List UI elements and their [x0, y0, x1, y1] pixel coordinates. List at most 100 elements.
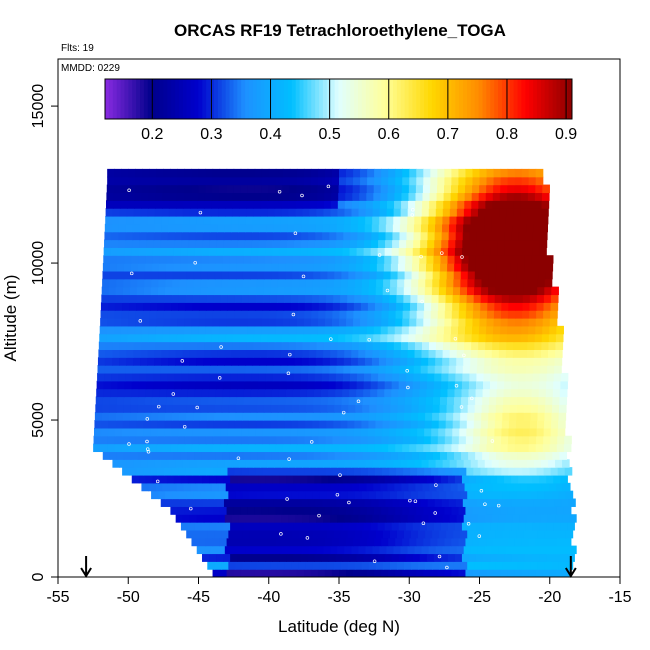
heatmap-cell [452, 294, 461, 303]
heatmap-cell [430, 318, 438, 327]
heatmap-cell [529, 294, 538, 303]
heatmap-cell [164, 467, 172, 476]
heatmap-cell [173, 263, 181, 272]
heatmap-cell [367, 569, 375, 577]
heatmap-cell [333, 561, 342, 570]
heatmap-cell [549, 318, 558, 327]
heatmap-cell [425, 396, 434, 405]
heatmap-cell [344, 349, 352, 358]
heatmap-cell [439, 412, 447, 421]
heatmap-cell [487, 420, 496, 429]
heatmap-cell [473, 420, 482, 429]
heatmap-cell [298, 278, 307, 288]
heatmap-cell [261, 318, 270, 327]
heatmap-cell [528, 176, 537, 186]
heatmap-cell [362, 278, 370, 288]
heatmap-cell [547, 357, 556, 366]
heatmap-cell [335, 372, 344, 382]
heatmap-cell [475, 247, 484, 256]
heatmap-cell [493, 443, 502, 453]
heatmap-cell [532, 553, 540, 562]
heatmap-cell [444, 569, 452, 577]
heatmap-cell [326, 278, 335, 288]
heatmap-cell [205, 184, 213, 194]
heatmap-cell [296, 537, 305, 547]
heatmap-cell [320, 263, 329, 272]
heatmap-cell [488, 529, 496, 539]
heatmap-cell [496, 451, 504, 460]
heatmap-cell [287, 498, 295, 507]
heatmap-cell [117, 380, 126, 390]
heatmap-cell [432, 451, 441, 460]
heatmap-cell [102, 451, 111, 460]
heatmap-cell [424, 420, 433, 429]
heatmap-cell [501, 420, 510, 429]
heatmap-cell [196, 208, 205, 217]
heatmap-cell [441, 498, 450, 507]
heatmap-cell [148, 325, 157, 335]
heatmap-cell [316, 514, 324, 523]
heatmap-cell [285, 270, 293, 280]
heatmap-cell [458, 310, 467, 319]
heatmap-cell [297, 435, 305, 445]
heatmap-cell [425, 270, 434, 280]
heatmap-cell [204, 333, 213, 343]
heatmap-cell [503, 263, 511, 272]
heatmap-cell [211, 482, 220, 492]
heatmap-cell [234, 310, 242, 319]
heatmap-cell [441, 231, 450, 241]
heatmap-cell [508, 294, 517, 303]
heatmap-cell [370, 255, 378, 264]
heatmap-cell [463, 215, 472, 225]
heatmap-cell [384, 247, 393, 256]
heatmap-cell [106, 200, 114, 209]
heatmap-cell [405, 553, 414, 562]
heatmap-cell [289, 184, 298, 194]
heatmap-cell [187, 522, 196, 531]
heatmap-cell [502, 412, 510, 421]
heatmap-cell [250, 255, 259, 264]
colorbar-segment [264, 79, 269, 119]
heatmap-cell [454, 388, 463, 398]
heatmap-cell [206, 427, 215, 437]
heatmap-cell [408, 482, 416, 492]
heatmap-cell [192, 467, 200, 476]
heatmap-cell [209, 365, 218, 374]
heatmap-cell [326, 561, 335, 570]
heatmap-cell [534, 333, 543, 343]
heatmap-cell [444, 168, 452, 178]
heatmap-cell [432, 278, 440, 288]
heatmap-cell [310, 184, 319, 194]
heatmap-cell [120, 192, 129, 201]
heatmap-cell [105, 341, 114, 350]
heatmap-cell [353, 318, 361, 327]
heatmap-cell [224, 357, 233, 366]
heatmap-cell [398, 474, 407, 484]
heatmap-cell [130, 451, 139, 460]
heatmap-cell [240, 443, 249, 453]
heatmap-cell [309, 459, 317, 468]
heatmap-cell [314, 247, 323, 256]
heatmap-cell [423, 318, 431, 327]
heatmap-cell [398, 522, 407, 531]
heatmap-cell [132, 223, 141, 233]
heatmap-cell [351, 349, 359, 358]
heatmap-cell [379, 545, 388, 555]
heatmap-cell [430, 435, 439, 445]
heatmap-cell [339, 506, 347, 515]
heatmap-cell [434, 365, 443, 374]
heatmap-cell [467, 412, 475, 421]
heatmap-cell [150, 302, 158, 311]
heatmap-cell [421, 514, 430, 523]
heatmap-cell [202, 365, 211, 374]
heatmap-cell [370, 522, 379, 531]
heatmap-cell [481, 404, 490, 413]
heatmap-cell [251, 231, 260, 241]
heatmap-cell [443, 341, 451, 350]
heatmap-cell [126, 215, 134, 225]
heatmap-cell [244, 231, 253, 241]
heatmap-cell [346, 569, 354, 577]
colorbar-segment [202, 79, 207, 119]
heatmap-cell [291, 490, 300, 500]
heatmap-cell [289, 318, 298, 327]
